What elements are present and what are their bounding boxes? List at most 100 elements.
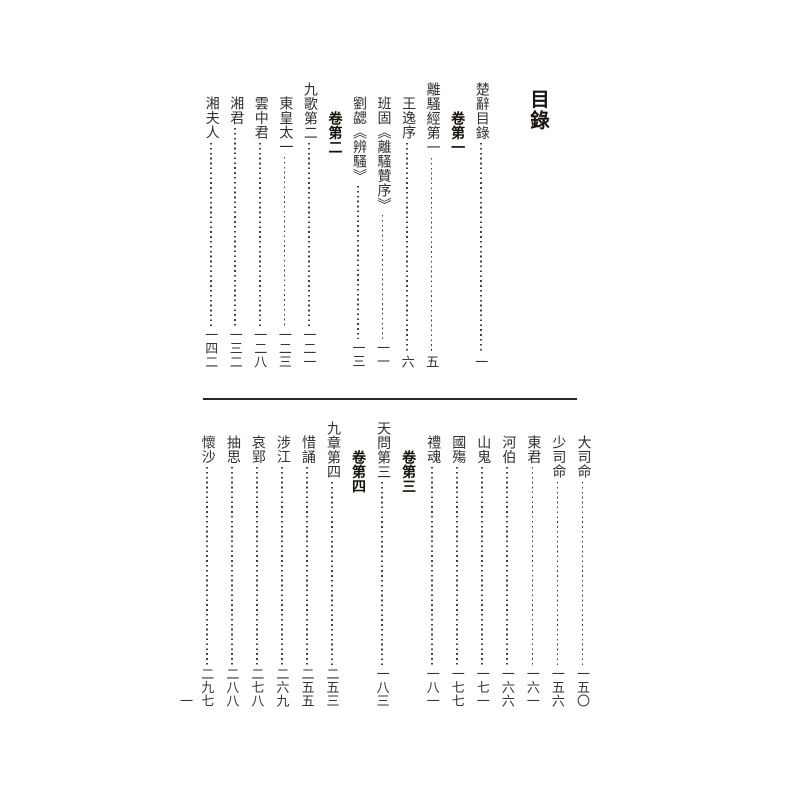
dot-leader [283,157,286,326]
entry-page-number: 一五〇 [574,666,590,708]
chapter-heading-text: 卷第一 [449,111,465,155]
entry-title: 東皇太一 [277,96,293,154]
toc-entry: 哀郢 二七八 [244,421,269,707]
entry-title: 九歌第二 [301,82,317,140]
dot-leader [209,142,212,326]
entry-page-number: 二六九 [274,666,290,708]
entry-page-number: 一六六 [499,666,515,708]
entry-page-number: 六 [399,354,415,369]
entry-title: 王逸序 [400,96,416,140]
entry-title: 抽思 [224,435,240,464]
entry-page-number: 一四二 [203,327,219,369]
toc-entry: 九章第四 二五三 [319,421,344,707]
entry-title: 山鬼 [475,435,491,464]
entry-title: 班固《離騷贊序》 [375,96,391,212]
dot-leader [581,481,584,665]
toc-entry: 涉江 二六九 [269,421,294,707]
entry-title: 離騷經第一 [424,82,440,155]
page-title: 目錄 [526,89,548,131]
toc-entry: 王逸序六 [395,82,420,368]
toc-section-bottom: 大司命 一五〇 少司命 一五六 東君 一六一 河伯 一六六 山鬼 一七一 國殤 一七七 禮魂 一八一 卷第三… [194,421,595,707]
entry-page-number: 二五三 [324,666,340,708]
toc-entry: 天問第三 一八三 [370,421,395,707]
entry-title: 楚辭目錄 [473,82,489,140]
toc-chapter-heading: 卷第一 [444,82,469,368]
toc-entry: 大司命 一五〇 [570,421,595,707]
entry-page-number: 一八一 [424,666,440,708]
dot-leader [281,467,283,665]
dot-leader [331,482,333,665]
dot-leader [234,128,237,326]
entry-page-number: 二九七 [199,666,215,708]
entry-title: 大司命 [575,435,591,479]
entry-page-number: 一三二 [227,327,243,369]
dot-leader [381,482,383,665]
entry-title: 湘夫人 [203,96,219,140]
entry-title: 國殤 [450,435,466,464]
dot-leader [406,142,408,353]
entry-title: 天問第三 [375,421,391,479]
toc-entry: 惜誦 二五五 [294,421,319,707]
dot-leader [308,143,310,326]
entry-page-number: 二五五 [299,666,315,708]
dot-leader [205,467,208,665]
dot-leader [306,467,308,665]
page-divider [203,398,577,400]
entry-page-number: 一二三 [276,327,292,369]
entry-page-number: 一八三 [374,666,390,708]
entry-title: 懷沙 [199,435,215,464]
entry-page-number: 二七八 [249,666,265,708]
toc-chapter-heading: 卷第三 [395,421,420,707]
toc-chapter-heading: 卷第二 [321,82,346,368]
entry-page-number: 一 [473,354,489,369]
toc-entry: 雲中君 一二八 [248,82,273,368]
toc-entry: 九歌第二 一二一 [297,82,322,368]
toc-entry: 懷沙 二九七 [194,421,219,707]
entry-page-number: 一七一 [474,666,490,708]
toc-entry: 東皇太一 一二三 [272,82,297,368]
dot-leader [431,467,434,665]
chapter-heading-text: 卷第二 [326,111,342,155]
entry-title: 湘君 [228,96,244,125]
toc-entry: 楚辭目錄一 [468,82,493,368]
dot-leader [430,157,433,353]
entry-page-number: 一三 [350,341,366,368]
dot-leader [456,467,459,665]
entry-title: 河伯 [500,435,516,464]
entry-title: 哀郢 [249,435,265,464]
entry-title: 劉勰《辨騷》 [350,96,366,183]
toc-entry: 河伯 一六六 [495,421,520,707]
entry-title: 惜誦 [299,435,315,464]
entry-page-number: 五 [424,354,440,369]
dot-leader [256,467,258,665]
entry-title: 少司命 [550,435,566,479]
toc-entry: 湘夫人 一四二 [198,82,223,368]
entry-page-number: 一六一 [524,666,540,708]
toc-entry: 劉勰《辨騷》 一三 [346,82,371,368]
dot-leader [258,142,261,326]
dot-leader [531,467,534,665]
entry-page-number: 二八八 [224,666,240,708]
toc-entry: 班固《離騷贊序》一一 [370,82,395,368]
dot-leader [357,186,359,339]
dot-leader [481,467,484,665]
entry-page-number: 一二一 [301,327,317,369]
entry-page-number: 一七七 [449,666,465,708]
entry-page-number: 一一 [375,341,391,368]
dot-leader [381,215,384,339]
toc-entry: 山鬼 一七一 [470,421,495,707]
toc-entry: 國殤 一七七 [445,421,470,707]
entry-page-number: 一五六 [549,666,565,708]
entry-title: 涉江 [274,435,290,464]
entry-title: 九章第四 [325,421,340,479]
dot-leader [479,143,482,353]
toc-entry: 少司命 一五六 [545,421,570,707]
dot-leader [230,467,233,665]
chapter-heading-text: 卷第四 [350,450,366,494]
entry-title: 禮魂 [425,435,441,464]
toc-entry: 禮魂 一八一 [420,421,445,707]
entry-title: 東君 [525,435,541,464]
toc-entry: 東君 一六一 [520,421,545,707]
toc-entry: 湘君 一三二 [223,82,248,368]
